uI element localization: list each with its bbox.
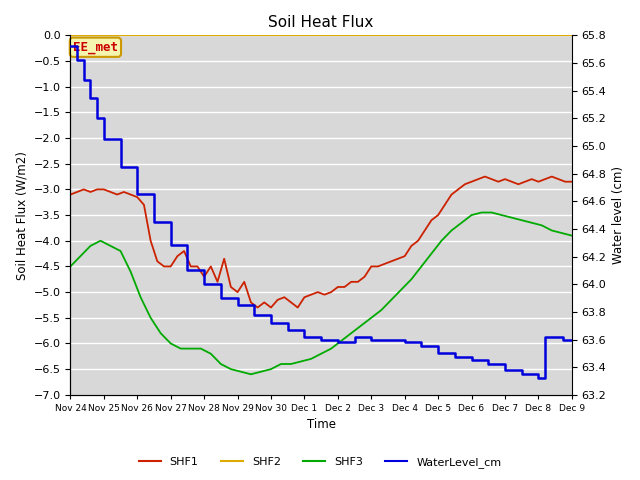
Text: EE_met: EE_met [73, 41, 118, 54]
Title: Soil Heat Flux: Soil Heat Flux [268, 15, 374, 30]
Y-axis label: Soil Heat Flux (W/m2): Soil Heat Flux (W/m2) [15, 151, 28, 279]
X-axis label: Time: Time [307, 419, 335, 432]
Legend: SHF1, SHF2, SHF3, WaterLevel_cm: SHF1, SHF2, SHF3, WaterLevel_cm [134, 452, 506, 472]
Y-axis label: Water level (cm): Water level (cm) [612, 166, 625, 264]
